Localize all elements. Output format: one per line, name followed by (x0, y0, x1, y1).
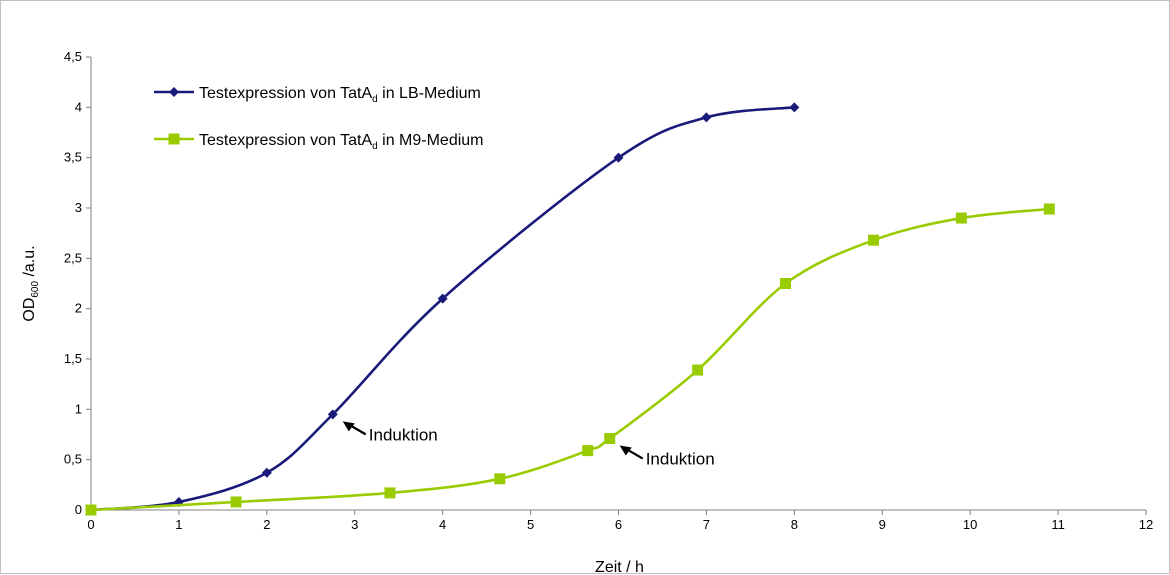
x-tick-label: 4 (439, 517, 446, 532)
y-axis-title: OD600 /a.u. (21, 245, 41, 321)
data-point-m9 (867, 234, 879, 246)
annotation-label: Induktion (646, 450, 715, 469)
legend-label-lb: Testexpression von TatAd in LB-Medium (199, 85, 481, 105)
x-tick-label: 7 (703, 517, 710, 532)
y-tick-label: 2 (75, 301, 82, 316)
x-tick-label: 12 (1139, 517, 1153, 532)
data-point-m9 (384, 487, 396, 499)
x-tick-label: 3 (351, 517, 358, 532)
x-tick-label: 5 (527, 517, 534, 532)
y-tick-label: 0,5 (64, 452, 82, 467)
data-point-lb (327, 409, 338, 420)
y-tick-label: 0 (75, 502, 82, 517)
annotations: Induktion Induktion (342, 421, 715, 469)
y-tick-label: 3,5 (64, 150, 82, 165)
legend: Testexpression von TatAd in LB-MediumTes… (154, 85, 484, 152)
data-point-m9 (604, 433, 616, 445)
x-tick-label: 8 (791, 517, 798, 532)
data-point-m9 (780, 278, 792, 289)
x-tick-label: 11 (1051, 517, 1065, 532)
series-line-m9 (90, 207, 1050, 512)
x-tick-label: 0 (87, 517, 94, 532)
series-line-lb (90, 106, 795, 512)
data-point-m9 (85, 504, 97, 516)
annotation-label: Induktion (369, 425, 438, 444)
y-tick-label: 1,5 (64, 351, 82, 366)
legend-label-m9: Testexpression von TatAd in M9-Medium (199, 132, 484, 152)
x-tick-label: 1 (175, 517, 182, 532)
data-point-lb (437, 293, 448, 304)
legend-label-tail: in M9-Medium (378, 132, 484, 149)
x-tick-label: 10 (963, 517, 977, 532)
data-point-m9 (1043, 203, 1055, 215)
y-axis-title-main: OD (21, 298, 38, 322)
legend-label-main: Testexpression von TatA (199, 132, 372, 149)
y-tick-label: 2,5 (64, 250, 82, 265)
x-tick-label: 6 (615, 517, 622, 532)
y-tick-label: 3 (75, 200, 82, 215)
data-point-m9 (494, 473, 506, 485)
axes (90, 57, 1146, 511)
data-point-m9 (955, 212, 967, 224)
x-tick-label: 2 (263, 517, 270, 532)
y-axis-title-subscript: 600 (30, 281, 41, 298)
data-point-lb (261, 467, 272, 478)
legend-label-tail: in LB-Medium (378, 85, 481, 102)
y-axis-title-unit: /a.u. (21, 245, 38, 281)
data-point-lb (613, 152, 624, 163)
x-tick-label: 9 (879, 517, 886, 532)
y-tick-label: 4 (75, 99, 82, 114)
legend-label-subscript: d (372, 94, 378, 105)
y-tick-label: 4,5 (64, 49, 82, 64)
legend-swatch-marker-m9 (168, 133, 180, 145)
legend-swatch-marker-lb (169, 87, 179, 97)
legend-label-main: Testexpression von TatA (199, 85, 372, 102)
data-point-lb (701, 112, 712, 123)
data-point-m9 (692, 364, 704, 376)
data-point-lb (789, 102, 800, 113)
annotation-arrowhead (619, 445, 632, 456)
data-point-m9 (230, 496, 242, 508)
y-tick-label: 1 (75, 401, 82, 416)
series-group (85, 102, 1055, 516)
x-axis-title: Zeit / h (595, 559, 644, 575)
legend-label-subscript: d (372, 141, 378, 152)
annotation-arrowhead (342, 421, 355, 432)
data-point-m9 (582, 445, 594, 457)
